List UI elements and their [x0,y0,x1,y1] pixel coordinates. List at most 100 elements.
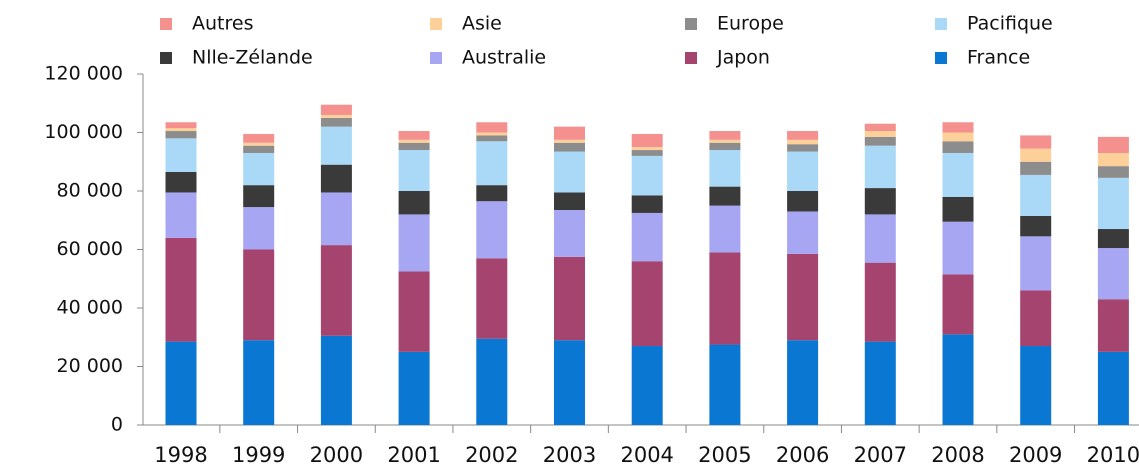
bar-segment [787,253,819,341]
bar-segment [243,152,275,186]
y-tick-label: 120 000 [44,63,123,85]
bar-segment [631,346,663,425]
bar-segment [554,256,585,341]
bar-segment [165,341,197,425]
x-tick-label: 1998 [154,443,207,467]
bar-segment [709,131,741,140]
legend-swatch [160,52,172,64]
bar-segment [864,188,896,215]
bar-segment [1020,236,1052,291]
bar-segment [942,122,974,133]
bar-segment [320,126,352,165]
bar-segment [1097,177,1129,230]
y-tick-label: 0 [111,414,123,436]
bar-segment [631,133,663,148]
bar-segment [709,139,741,143]
bar-segment [864,145,896,189]
bar-segment [787,131,819,140]
bar-segment [942,132,974,142]
legend-swatch [430,18,442,30]
bar-segment [165,192,197,238]
bar-segment [554,192,585,211]
bar-segment [787,340,819,425]
bar-segment [165,122,197,129]
bar-segment [320,245,352,336]
bar-segment [476,338,508,425]
legend-label: Nlle-Zélande [192,47,313,69]
bar-segment [864,136,896,146]
bar-segment [398,150,430,191]
bar-segment [243,249,275,341]
bar-segment [631,195,663,213]
bar-segment [631,150,663,156]
legend-swatch [935,18,947,30]
bar-segment [1020,215,1052,237]
bar-segment [709,150,741,187]
legend-label: Pacifique [967,13,1053,35]
x-tick-label: 2005 [698,443,751,467]
x-tick-label: 2006 [776,443,829,467]
x-tick-label: 2003 [543,443,596,467]
bar-segment [554,210,585,257]
bar-segment [320,335,352,425]
legend-label: Japon [716,47,770,69]
x-tick-label: 2001 [387,443,440,467]
x-tick-label: 2000 [310,443,363,467]
bar-segment [476,185,508,202]
bar-segment [243,207,275,250]
bar-segment [554,151,585,193]
bar-segment [476,141,508,186]
x-tick-label: 2009 [1009,443,1062,467]
bar-segment [1097,248,1129,300]
bar-segment [1097,299,1129,352]
bar-segment [554,139,585,143]
bar-segment [864,341,896,425]
bar-segment [554,126,585,140]
bar-segment [476,135,508,142]
bar-segment [942,196,974,222]
bar-segment [864,262,896,342]
bar-segment [243,340,275,425]
y-tick-label: 40 000 [57,297,123,319]
y-tick-label: 80 000 [57,180,123,202]
bar-segment [709,205,741,253]
x-tick-label: 2007 [854,443,907,467]
bar-segment [1097,229,1129,249]
bar-segment [320,117,352,127]
bar-segment [476,122,508,133]
y-tick-label: 60 000 [57,238,123,260]
bar-segment [398,271,430,352]
bar-segment [554,340,585,425]
bar-segment [1020,174,1052,216]
bar-segment [1020,148,1052,162]
legend-label: Australie [462,47,546,69]
legend-label: France [967,47,1030,69]
bar-segment [165,128,197,132]
y-tick-label: 100 000 [44,121,123,143]
bar-segment [320,114,352,118]
bar-segment [942,152,974,197]
bar-segment [787,191,819,212]
bar-segment [787,151,819,191]
bar-segment [787,211,819,254]
bar-segment [320,192,352,246]
legend-label: Autres [192,13,253,35]
bar-segment [864,131,896,137]
bar-segment [709,186,741,206]
legend-swatch [935,52,947,64]
bar-segment [631,261,663,347]
bar-segment [320,164,352,193]
bar-segment [165,138,197,172]
bar-segment [243,133,275,143]
x-tick-label: 2008 [931,443,984,467]
bar-segment [165,171,197,193]
bar-segment [631,212,663,262]
x-tick-label: 2002 [465,443,518,467]
bar-segment [1020,290,1052,347]
bar-segment [398,139,430,143]
bar-segment [709,142,741,151]
bar-segment [1020,135,1052,149]
bar-segment [476,258,508,339]
bar-segment [398,142,430,151]
bar-segment [942,221,974,275]
